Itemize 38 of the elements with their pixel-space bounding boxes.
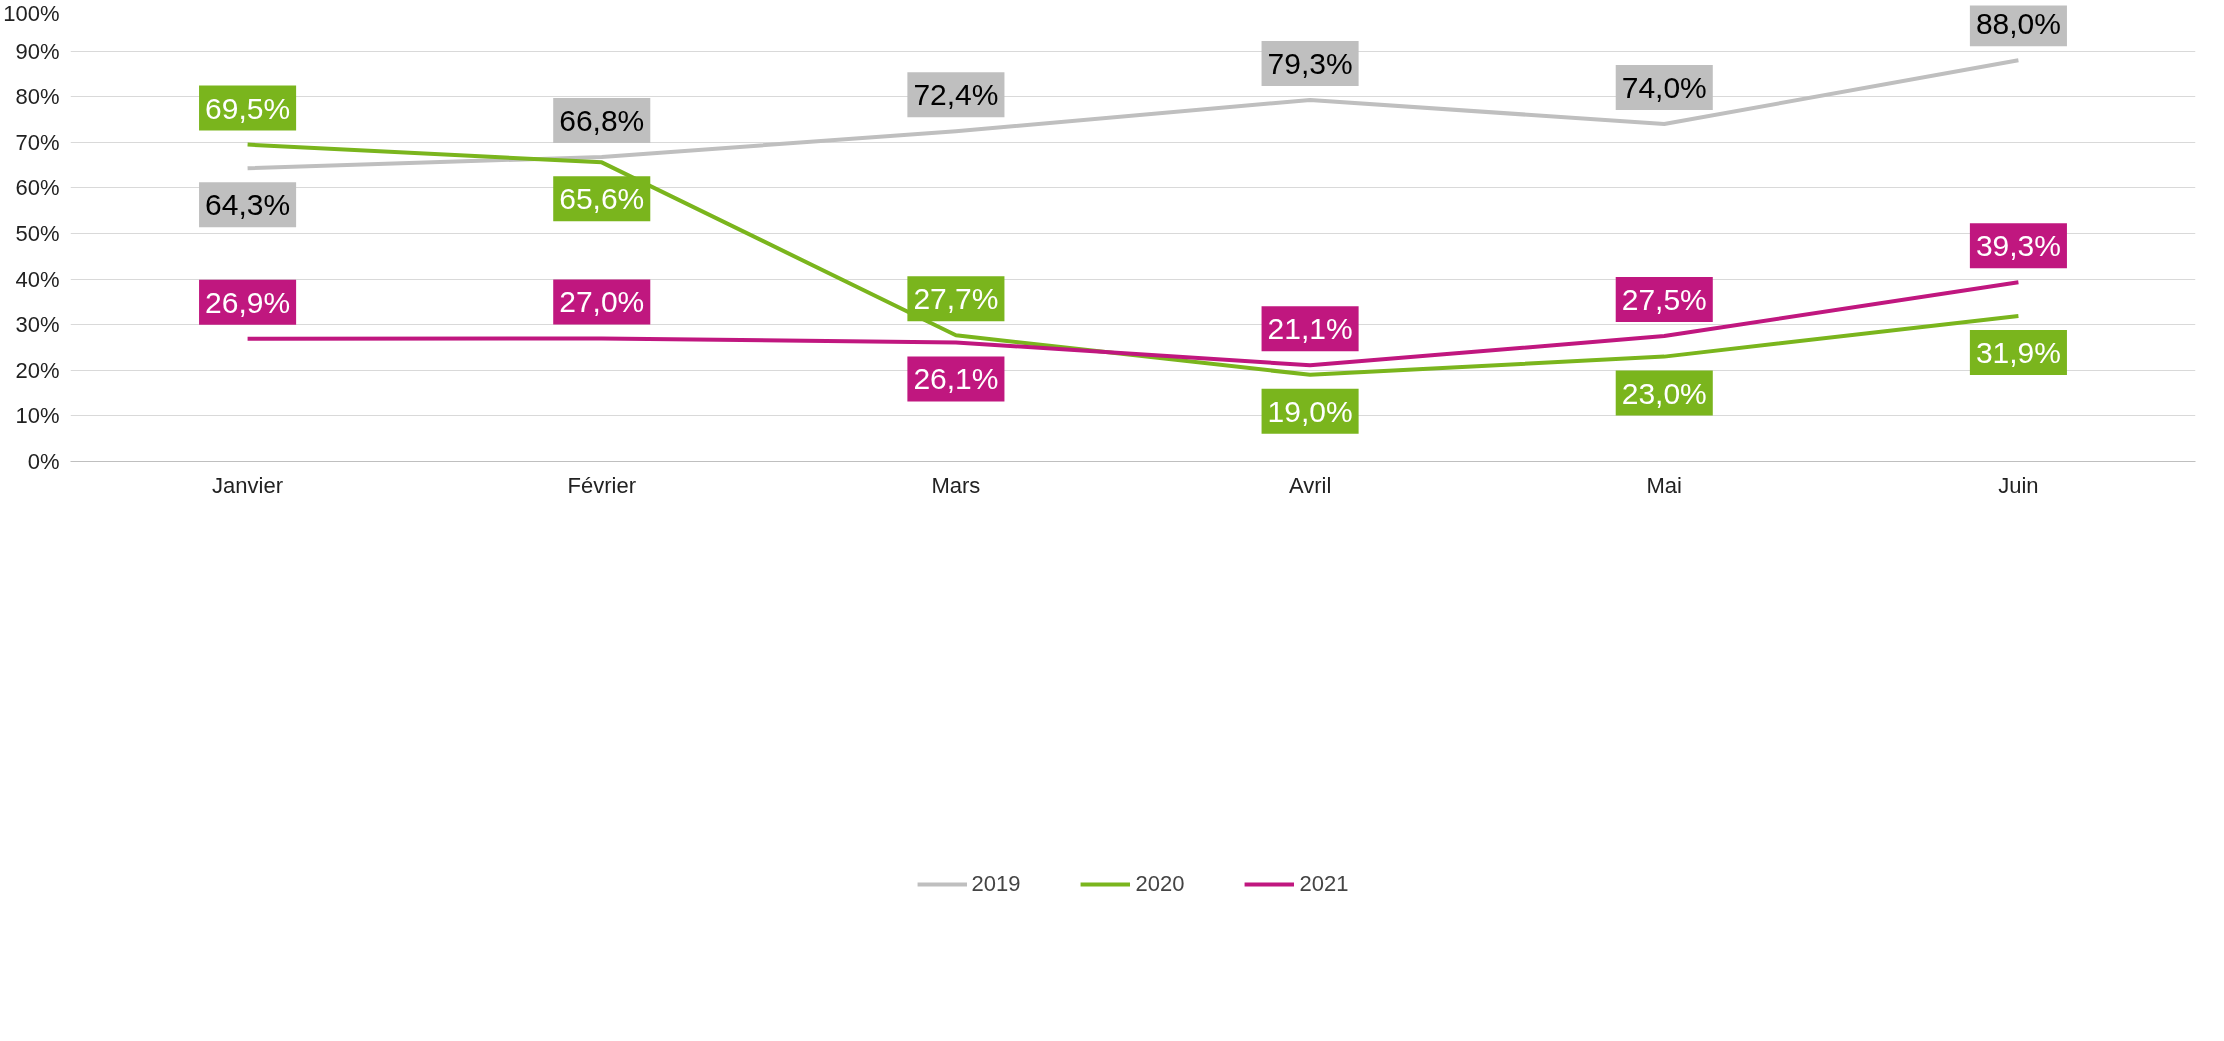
x-tick-label: Avril xyxy=(1288,472,1332,498)
data-label: 72,4% xyxy=(913,78,999,112)
y-tick-label: 50% xyxy=(15,221,60,246)
data-label: 79,3% xyxy=(1267,46,1353,80)
legend-label: 2019 xyxy=(971,870,1021,897)
y-tick-label: 0% xyxy=(27,449,60,474)
x-tick-label: Janvier xyxy=(212,472,284,498)
data-label: 74,0% xyxy=(1621,71,1707,105)
data-label: 66,8% xyxy=(559,103,645,137)
y-tick-label: 30% xyxy=(15,312,60,338)
y-tick-label: 100% xyxy=(3,0,60,26)
data-label: 64,3% xyxy=(205,188,291,222)
y-tick-label: 80% xyxy=(15,84,60,110)
y-tick-label: 60% xyxy=(15,175,60,201)
x-tick-label: Février xyxy=(567,472,636,498)
data-label: 27,7% xyxy=(913,282,999,316)
data-label: 27,5% xyxy=(1621,283,1707,317)
data-label: 88,0% xyxy=(1975,7,2061,41)
data-label: 19,0% xyxy=(1267,394,1353,428)
x-tick-label: Juin xyxy=(1998,472,2039,498)
y-tick-label: 70% xyxy=(15,129,60,155)
y-tick-label: 90% xyxy=(15,38,60,64)
data-label: 69,5% xyxy=(205,91,291,125)
data-label: 31,9% xyxy=(1975,336,2061,370)
legend-label: 2020 xyxy=(1135,870,1185,897)
x-tick-label: Mai xyxy=(1646,472,1682,498)
data-label: 65,6% xyxy=(559,182,645,216)
data-label: 26,1% xyxy=(913,362,999,396)
y-tick-label: 10% xyxy=(15,403,60,429)
legend-label: 2021 xyxy=(1299,870,1349,897)
y-tick-label: 40% xyxy=(15,266,60,292)
y-tick-label: 20% xyxy=(15,357,60,383)
data-label: 23,0% xyxy=(1621,376,1707,410)
data-label: 39,3% xyxy=(1975,229,2061,263)
data-label: 26,9% xyxy=(205,285,291,319)
data-label: 27,0% xyxy=(559,285,645,319)
data-label: 21,1% xyxy=(1267,312,1353,346)
x-tick-label: Mars xyxy=(931,472,981,498)
